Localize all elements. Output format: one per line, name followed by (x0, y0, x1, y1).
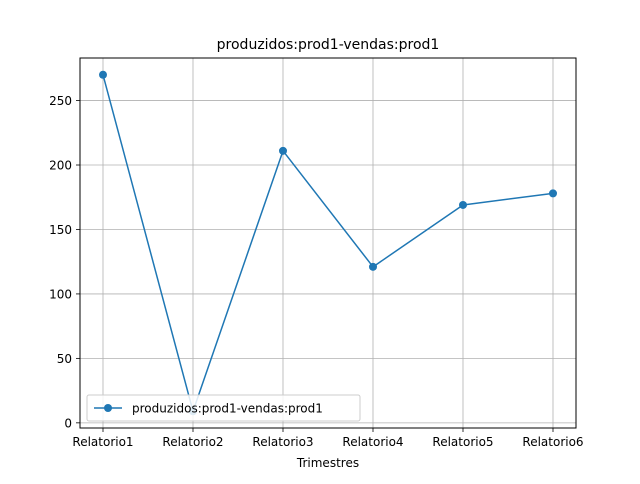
x-tick-label: Relatorio4 (342, 435, 403, 449)
legend: produzidos:prod1-vendas:prod1 (86, 394, 361, 422)
y-tick-label: 200 (49, 159, 72, 173)
grid-lines (80, 58, 576, 428)
chart-title: produzidos:prod1-vendas:prod1 (217, 37, 440, 53)
y-tick-label: 50 (57, 352, 72, 366)
plot-frame (79, 57, 577, 429)
legend-box (86, 394, 361, 422)
legend-dot-marker (104, 404, 112, 412)
data-point (99, 70, 107, 79)
y-tick-label: 150 (49, 223, 72, 237)
axes-ticks: Relatorio1 Relatorio2 Relatorio3 Relatorio4… (49, 94, 583, 449)
x-tick-label: Relatorio3 (252, 435, 313, 449)
data-point (459, 200, 467, 209)
series-line (102, 74, 554, 412)
data-point (369, 262, 377, 271)
data-point (279, 146, 287, 155)
x-tick-label: Relatorio2 (162, 435, 223, 449)
x-tick-label: Relatorio5 (432, 435, 493, 449)
y-tick-label: 100 (49, 287, 72, 301)
data-point (549, 189, 557, 198)
legend-label: produzidos:prod1-vendas:prod1 (132, 402, 323, 416)
x-axis-label: Trimestres (296, 456, 359, 470)
x-tick-label: Relatorio6 (522, 435, 583, 449)
y-tick-label: 250 (49, 94, 72, 108)
x-tick-label: Relatorio1 (72, 435, 133, 449)
y-tick-label: 0 (64, 416, 72, 430)
